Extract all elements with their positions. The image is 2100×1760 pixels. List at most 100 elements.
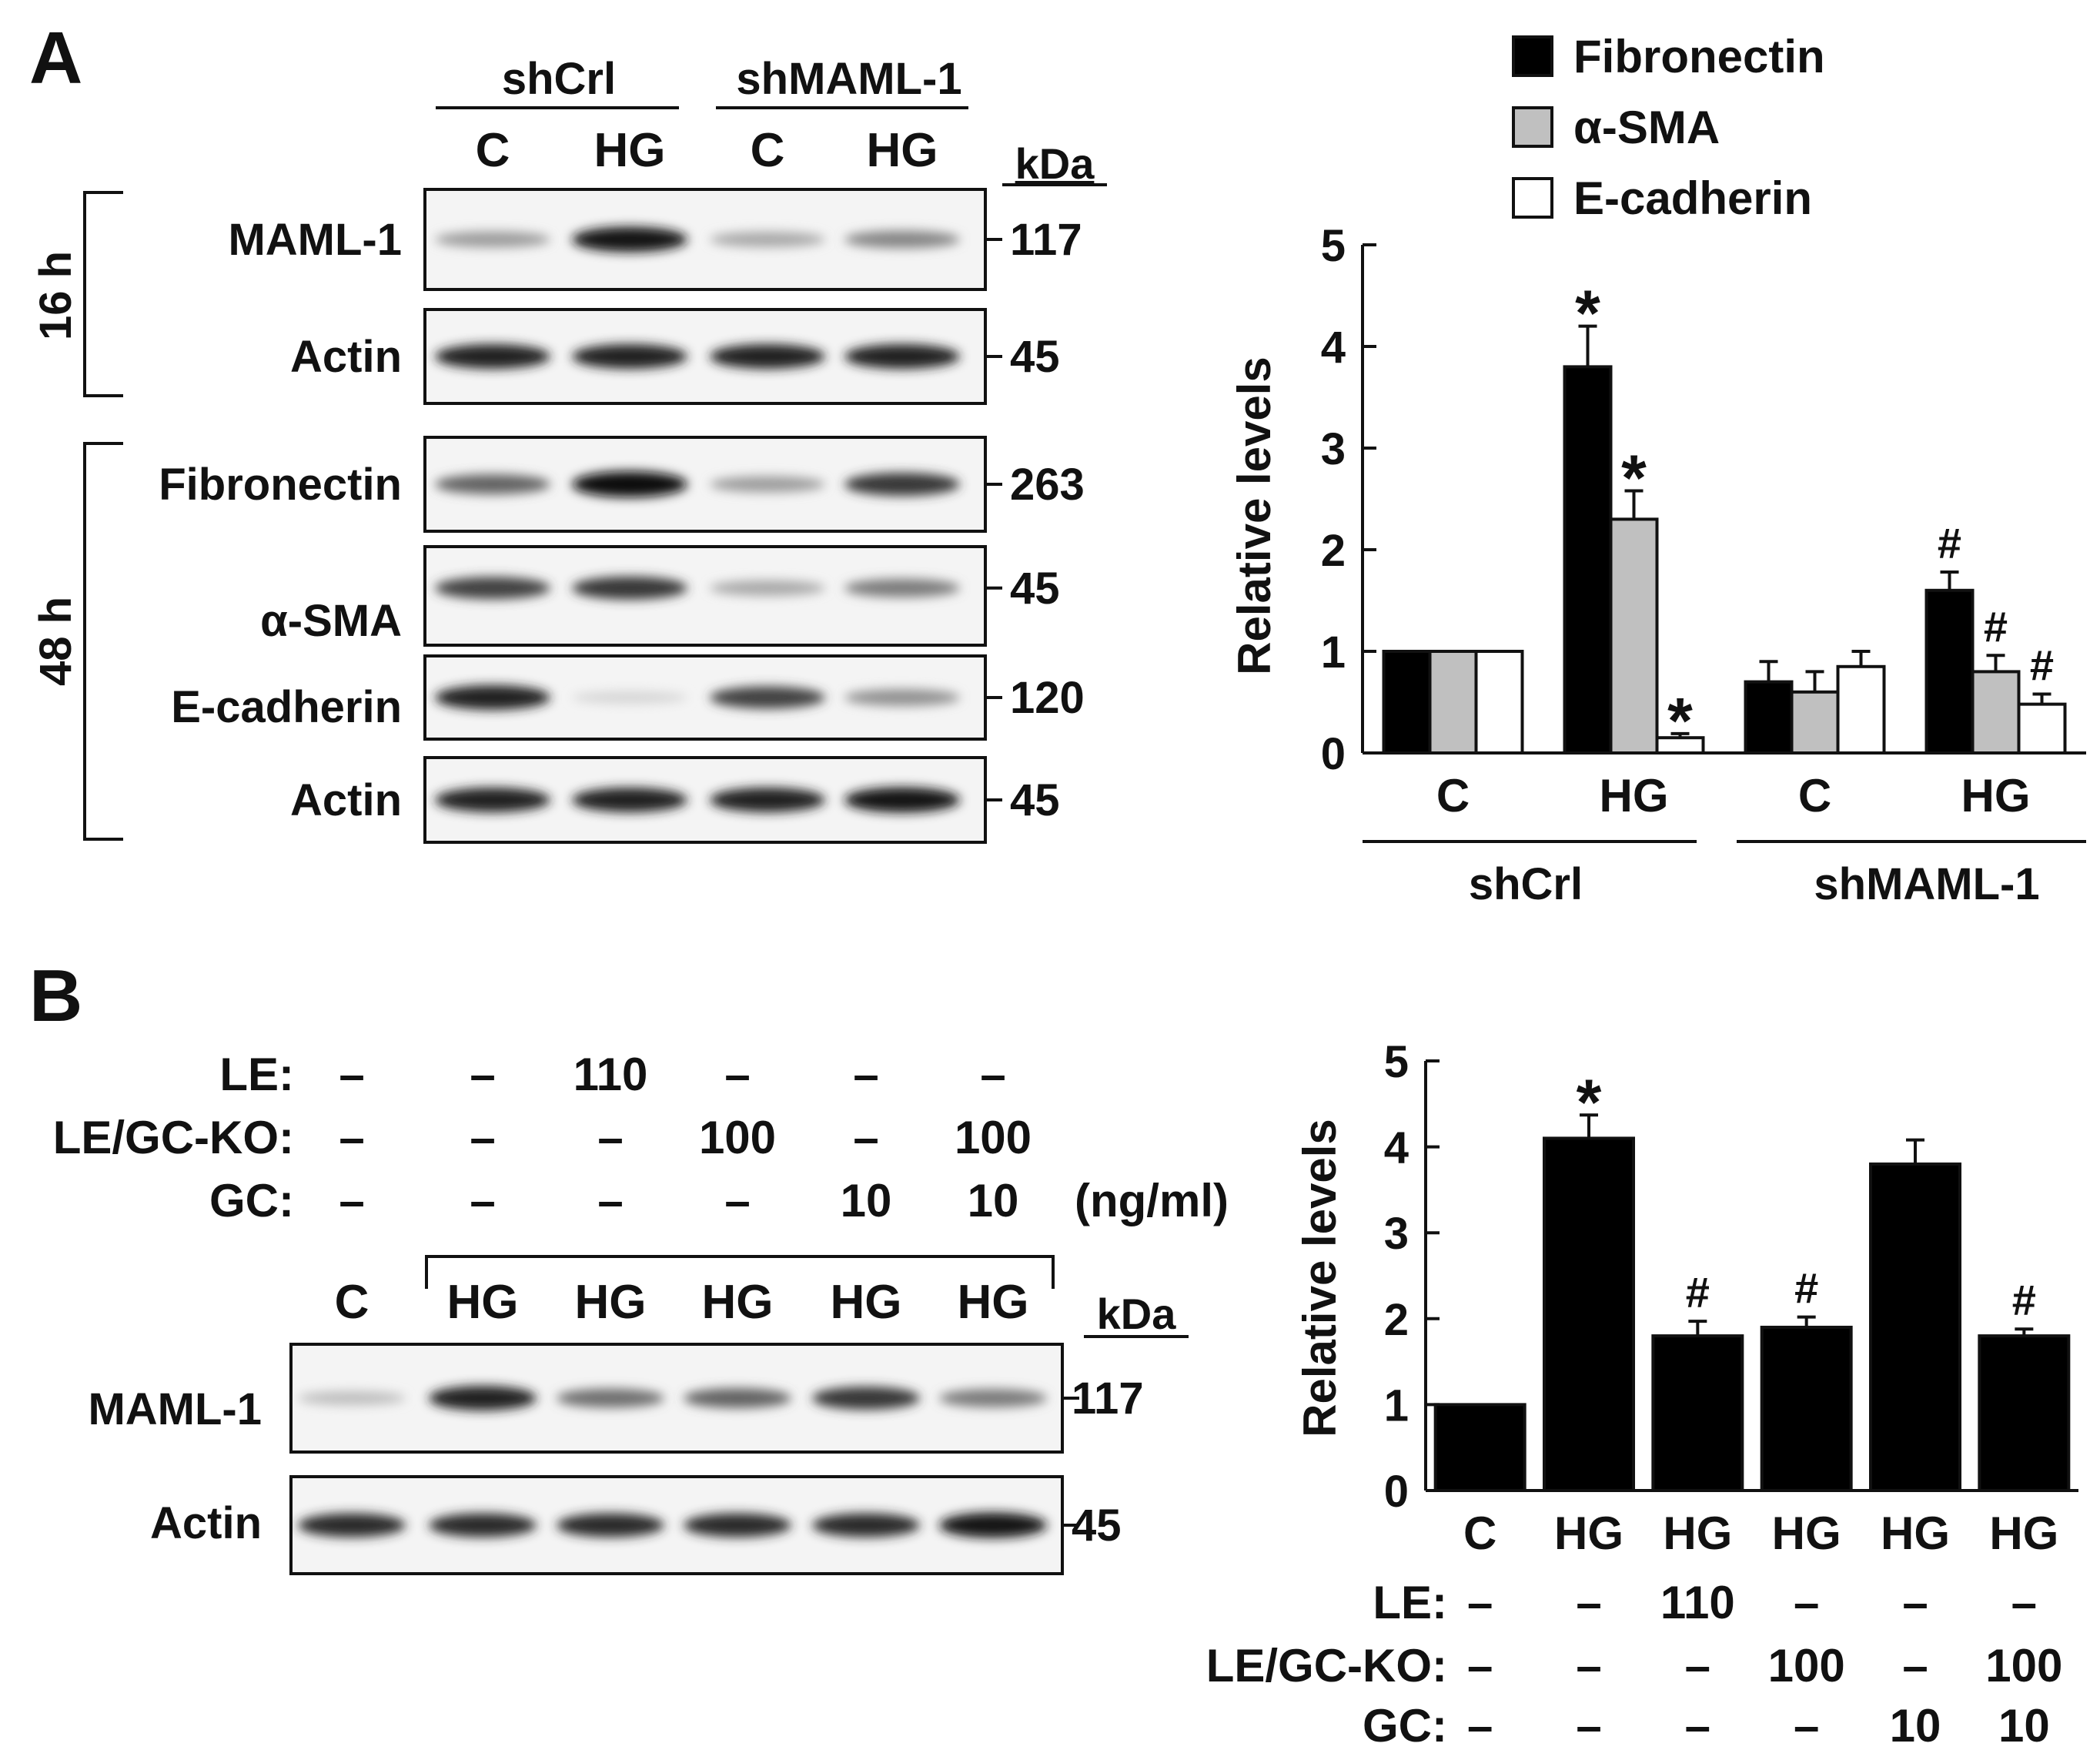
blot-band xyxy=(298,1391,406,1405)
significance-hash: # xyxy=(1686,1268,1710,1317)
significance-hash: # xyxy=(1938,519,1961,567)
blot-band xyxy=(572,788,687,812)
panel-a-letter: A xyxy=(29,17,82,99)
condition-value: – xyxy=(1467,1640,1493,1691)
significance-hash: # xyxy=(2012,1276,2036,1324)
bar xyxy=(1609,517,1659,755)
bar xyxy=(1428,650,1478,755)
blot-row-label: Actin xyxy=(150,1498,262,1548)
y-tick-label: 2 xyxy=(1384,1295,1409,1345)
significance-star: * xyxy=(1575,277,1600,350)
blot-band xyxy=(684,1388,791,1408)
condition-value: – xyxy=(1794,1700,1819,1752)
x-tick-label: HG xyxy=(1663,1507,1732,1559)
x-tick-label: C xyxy=(1798,770,1831,821)
panel-b-letter: B xyxy=(29,955,82,1037)
condition-value: – xyxy=(470,1112,495,1163)
x-tick-label: HG xyxy=(1772,1507,1841,1559)
bar xyxy=(1924,588,1975,755)
chart-b-ylabel: Relative levels xyxy=(1294,1119,1346,1437)
blot-b: MAML-1 117 Actin 45 C HG HG HG HG HG xyxy=(88,1276,1144,1575)
blot-a: MAML-1 117 Actin 45 Fibronectin 263 α-SMA 45 E-c… xyxy=(159,188,1085,844)
condition-value: – xyxy=(339,1112,364,1163)
bar xyxy=(1869,1162,1961,1493)
kda-value: 117 xyxy=(1072,1374,1144,1424)
blot-row-label: MAML-1 xyxy=(228,215,402,265)
blot-band xyxy=(710,344,825,369)
kda-value: 45 xyxy=(1010,332,1060,382)
bar xyxy=(1760,1325,1853,1492)
blot-a-lane-label: HG xyxy=(867,124,938,177)
blot-band xyxy=(572,471,687,497)
condition-value: – xyxy=(980,1049,1005,1100)
blot-band xyxy=(435,231,550,248)
blot-band xyxy=(844,344,960,369)
blot-a-lane-label: C xyxy=(751,124,785,177)
blot-a-bracket-16h xyxy=(83,191,123,397)
blot-band xyxy=(844,578,960,597)
blot-band xyxy=(572,691,687,704)
bar xyxy=(1474,650,1524,755)
blot-band xyxy=(812,1513,920,1537)
blot-a-lane-label: HG xyxy=(594,124,666,177)
bar xyxy=(1543,1136,1635,1492)
blot-band xyxy=(572,576,687,600)
blot-a-group-shmaml1: shMAML-1 xyxy=(736,54,961,104)
legend-swatch xyxy=(1512,177,1553,219)
blot-band xyxy=(939,1389,1047,1407)
bar xyxy=(1651,1334,1744,1492)
bar xyxy=(1433,1403,1527,1493)
kda-value: 45 xyxy=(1072,1501,1122,1551)
condition-value: – xyxy=(1685,1700,1710,1752)
blot-strip xyxy=(289,1343,1064,1454)
condition-value: 10 xyxy=(1890,1700,1941,1752)
condition-value: – xyxy=(724,1175,750,1226)
chart-a-legend: Fibronectin α-SMA E-cadherin xyxy=(1512,31,1825,224)
y-tick-label: 0 xyxy=(1384,1467,1409,1517)
legend-swatch xyxy=(1512,35,1553,77)
blot-row-label: Actin xyxy=(290,332,402,382)
significance-star: * xyxy=(1621,441,1647,514)
x-tick-label: HG xyxy=(1600,770,1669,821)
x-tick-label: HG xyxy=(1881,1507,1950,1559)
condition-value: – xyxy=(339,1049,364,1100)
blot-band xyxy=(435,344,550,369)
blot-band xyxy=(710,788,825,812)
y-tick-label: 1 xyxy=(1384,1380,1409,1430)
blot-a-group-shcrl: shCrl xyxy=(502,54,616,104)
condition-label: GC: xyxy=(1363,1700,1447,1752)
blot-row-label: Fibronectin xyxy=(159,460,402,510)
blot-row-label: α-SMA xyxy=(260,596,402,646)
kda-value: 45 xyxy=(1010,775,1060,825)
condition-value: 10 xyxy=(968,1175,1019,1226)
blot-band xyxy=(684,1513,791,1537)
kda-value: 117 xyxy=(1010,215,1082,265)
y-tick-label: 5 xyxy=(1384,1037,1409,1087)
blot-band xyxy=(572,226,687,253)
blot-a-lane-label: C xyxy=(476,124,510,177)
blot-b-lane-label: HG xyxy=(702,1276,774,1329)
blot-band xyxy=(435,788,550,812)
condition-value: – xyxy=(339,1175,364,1226)
blot-row-label: Actin xyxy=(290,775,402,825)
blot-band xyxy=(710,232,825,247)
condition-label: LE/GC-KO: xyxy=(1206,1640,1447,1691)
blot-band xyxy=(844,230,960,249)
blot-row-label: MAML-1 xyxy=(88,1384,262,1434)
blot-b-unit: (ng/ml) xyxy=(1075,1175,1229,1226)
bar xyxy=(1382,650,1432,755)
condition-value: – xyxy=(470,1049,495,1100)
kda-value: 120 xyxy=(1010,673,1085,723)
condition-value: 10 xyxy=(1998,1700,2050,1752)
blot-band xyxy=(435,474,550,494)
condition-value: – xyxy=(597,1175,623,1226)
condition-value: – xyxy=(853,1112,878,1163)
condition-label: GC: xyxy=(209,1175,294,1226)
condition-value: – xyxy=(2011,1577,2037,1628)
chart-a-group-shcrl: shCrl xyxy=(1469,859,1583,909)
legend-label: Fibronectin xyxy=(1573,31,1825,82)
x-tick-label: C xyxy=(1436,770,1470,821)
chart-a: 0 1 2 3 4 5 C HG * * * C HG # # # xyxy=(1321,221,2086,821)
